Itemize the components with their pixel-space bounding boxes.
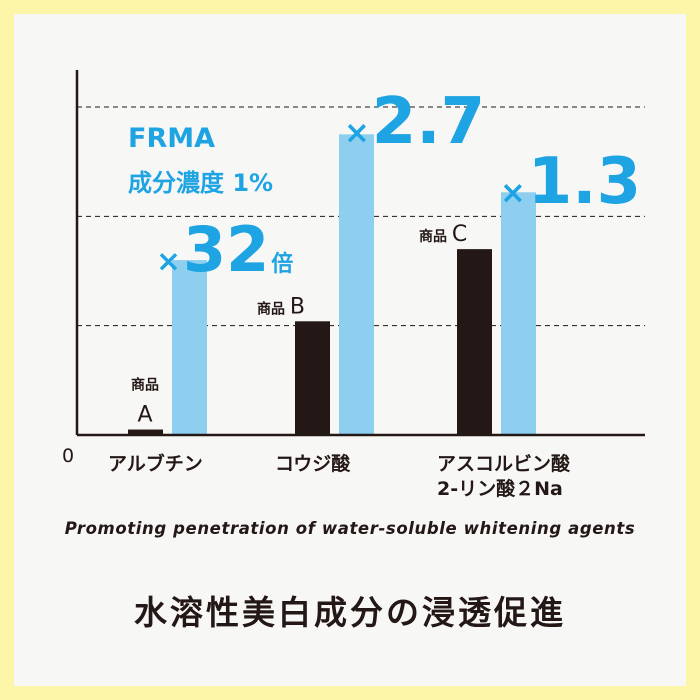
caption: Promoting penetration of water-soluble w… <box>64 519 636 538</box>
annotation-line1: FRMA <box>128 123 215 154</box>
category-label-0-0: アルブチン <box>108 452 203 475</box>
bar-s0-2 <box>457 249 492 435</box>
bar-s1-0 <box>172 260 207 435</box>
multiplier-label-1: ×2.7 <box>344 85 485 159</box>
multiplier-value-1: 2.7 <box>372 85 485 159</box>
product-label-1-prefix: 商品 <box>257 300 290 317</box>
multiplier-value-2: 1.3 <box>528 145 641 219</box>
bars <box>128 134 536 436</box>
product-label-1: 商品 B <box>257 294 305 319</box>
product-label-1-letter: B <box>290 294 305 319</box>
multiplier-label-2: ×1.3 <box>500 145 641 219</box>
bar-s1-1 <box>339 134 374 436</box>
multiplier-times-0: × <box>156 244 181 279</box>
product-label-0-prefix: 商品 <box>131 377 159 394</box>
multiplier-times-2: × <box>500 175 526 211</box>
category-label-2-1: 2-リン酸２Na <box>437 477 563 500</box>
category-label-1-0: コウジ酸 <box>275 452 351 475</box>
multiplier-times-1: × <box>344 115 370 151</box>
product-label-2-prefix: 商品 <box>419 228 452 245</box>
headline: 水溶性美白成分の浸透促進 <box>134 593 566 632</box>
multiplier-label-0: ×32倍 <box>156 213 293 286</box>
multiplier-value-0: 32 <box>183 213 269 286</box>
product-label-2-letter: C <box>452 222 467 247</box>
annotation-line2: 成分濃度 1% <box>128 169 273 197</box>
bar-s0-0 <box>128 429 163 435</box>
multiplier-suffix-0: 倍 <box>271 251 293 277</box>
product-label-2: 商品 C <box>419 222 467 247</box>
bar-s0-1 <box>295 321 330 435</box>
category-label-2-0: アスコルビン酸 <box>437 452 571 475</box>
bar-s1-2 <box>501 192 536 435</box>
y-origin-label: 0 <box>62 445 74 467</box>
product-label-0-letter: A <box>137 403 152 428</box>
